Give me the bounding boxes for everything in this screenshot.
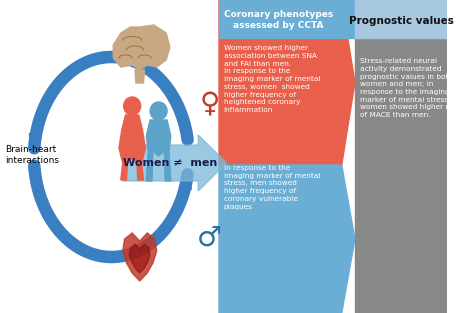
Polygon shape <box>123 135 227 191</box>
Text: Women showed higher
association between SNA
and FAI than men.
In response to the: Women showed higher association between … <box>224 45 320 113</box>
Text: Coronary phenotypes
assessed by CCTA: Coronary phenotypes assessed by CCTA <box>224 10 333 30</box>
Circle shape <box>124 97 141 115</box>
Bar <box>355 0 447 313</box>
Bar <box>355 0 447 38</box>
Text: ♀: ♀ <box>200 89 220 117</box>
Polygon shape <box>146 120 171 181</box>
Text: Women ≠  men: Women ≠ men <box>123 158 217 168</box>
Polygon shape <box>129 244 150 273</box>
Polygon shape <box>219 165 355 313</box>
Circle shape <box>150 102 167 120</box>
Polygon shape <box>113 25 170 70</box>
Text: Brain-heart
interactions: Brain-heart interactions <box>5 145 59 165</box>
Text: Prognostic values: Prognostic values <box>349 16 454 26</box>
Text: ♂: ♂ <box>197 224 222 252</box>
Polygon shape <box>123 233 157 281</box>
Bar <box>0 0 219 313</box>
Bar <box>219 0 355 38</box>
Text: Stress-related neural
activity demonstrated
prognostic values in both
women and : Stress-related neural activity demonstra… <box>360 58 458 118</box>
Polygon shape <box>135 70 145 83</box>
Text: In response to the
imaging marker of mental
stress, men showed
higher frequency : In response to the imaging marker of men… <box>224 165 320 210</box>
Polygon shape <box>119 115 146 180</box>
Polygon shape <box>219 0 355 165</box>
